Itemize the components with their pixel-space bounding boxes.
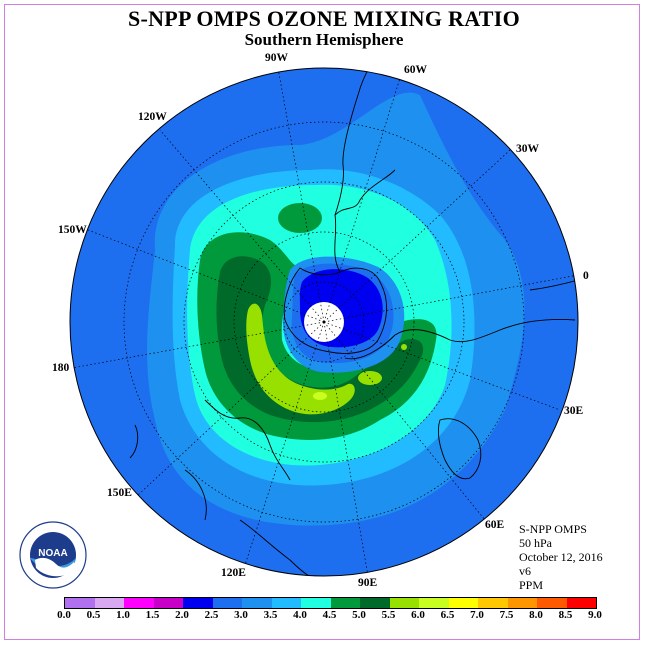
colorbar-swatch [419,598,449,608]
lon-label-180: 180 [52,362,70,374]
colorbar-swatch [478,598,508,608]
map-title: S-NPP OMPS OZONE MIXING RATIO [127,6,521,31]
colorbar-tick-label: 6.0 [411,609,425,621]
noaa-logo-text: NOAA [38,548,67,559]
info-instrument: S-NPP OMPS [519,522,587,536]
noaa-logo: NOAA [19,521,87,589]
lon-label-90w: 90W [265,52,289,64]
colorbar-tick-label: 0.5 [86,609,101,621]
colorbar-swatch [330,598,360,608]
colorbar-tick-label: 2.0 [175,609,189,621]
lon-label-120w: 120W [138,111,167,123]
lon-label-60w: 60W [404,64,428,76]
colorbar-tick-label: 4.5 [322,609,337,621]
ozone-level-4.0-4.5-islet [278,203,322,233]
colorbar-tick-label: 7.0 [470,609,484,621]
colorbar-swatch [301,598,331,608]
lon-label-60e: 60E [485,519,505,531]
lon-label-150e: 150E [107,487,132,499]
colorbar-swatch [566,598,596,608]
colorbar [64,597,597,609]
colorbar-tick-label: 6.5 [440,609,455,621]
ozone-field [70,68,578,576]
lon-label-30e: 30E [564,405,584,417]
colorbar-swatch [94,598,124,608]
colorbar-swatch [183,598,213,608]
colorbar-tick-label: 7.5 [499,609,514,621]
coastlines [129,68,578,576]
colorbar-labels: 0.0 0.5 1.0 1.5 2.0 2.5 3.0 3.5 4.0 4.5 5.0 5.5 6.0 6… [0,609,648,625]
lon-label-0: 0 [583,270,589,282]
ozone-level-5.0-5.5-dot [401,344,407,350]
colorbar-swatch [271,598,301,608]
colorbar-tick-label: 1.0 [116,609,130,621]
colorbar-tick-label: 1.5 [145,609,160,621]
info-block: S-NPP OMPS 50 hPa October 12, 2016 v6 PP… [519,522,603,592]
ozone-level-5.0-5.5-islet [358,371,382,385]
lon-label-120e: 120E [221,567,246,579]
colorbar-tick-label: 8.5 [558,609,573,621]
colorbar-tick-label: 3.5 [263,609,278,621]
colorbar-tick-label: 3.0 [234,609,248,621]
ozone-level-5.0-5.5 [246,303,355,415]
colorbar-tick-label: 5.0 [352,609,366,621]
colorbar-swatch [212,598,242,608]
meridians [71,68,578,576]
colorbar-swatch [153,598,183,608]
info-date: October 12, 2016 [519,550,603,564]
lon-label-150w: 150W [58,224,87,236]
colorbar-tick-label: 8.0 [529,609,543,621]
info-level: 50 hPa [519,536,552,550]
colorbar-swatch [448,598,478,608]
lon-label-30w: 30W [516,143,540,155]
colorbar-tick-label: 0.0 [57,609,71,621]
info-version: v6 [519,564,531,578]
info-units: PPM [519,578,544,592]
lon-label-90e: 90E [358,577,378,589]
globe-outline [69,67,579,577]
colorbar-swatch [507,598,537,608]
figure-frame [4,4,640,640]
latitude-circles [123,121,525,523]
colorbar-tick-label: 2.5 [204,609,219,621]
colorbar-swatch [389,598,419,608]
map-subtitle: Southern Hemisphere [244,30,404,49]
colorbar-swatch [65,598,95,608]
colorbar-swatch [242,598,272,608]
colorbar-tick-label: 9.0 [588,609,602,621]
colorbar-swatch [360,598,390,608]
colorbar-swatch [124,598,154,608]
ozone-level-5.5-6.0-spot [313,392,327,400]
colorbar-swatch [537,598,567,608]
south-pole-marker [322,320,326,324]
colorbar-tick-label: 4.0 [293,609,307,621]
colorbar-tick-label: 5.5 [381,609,396,621]
